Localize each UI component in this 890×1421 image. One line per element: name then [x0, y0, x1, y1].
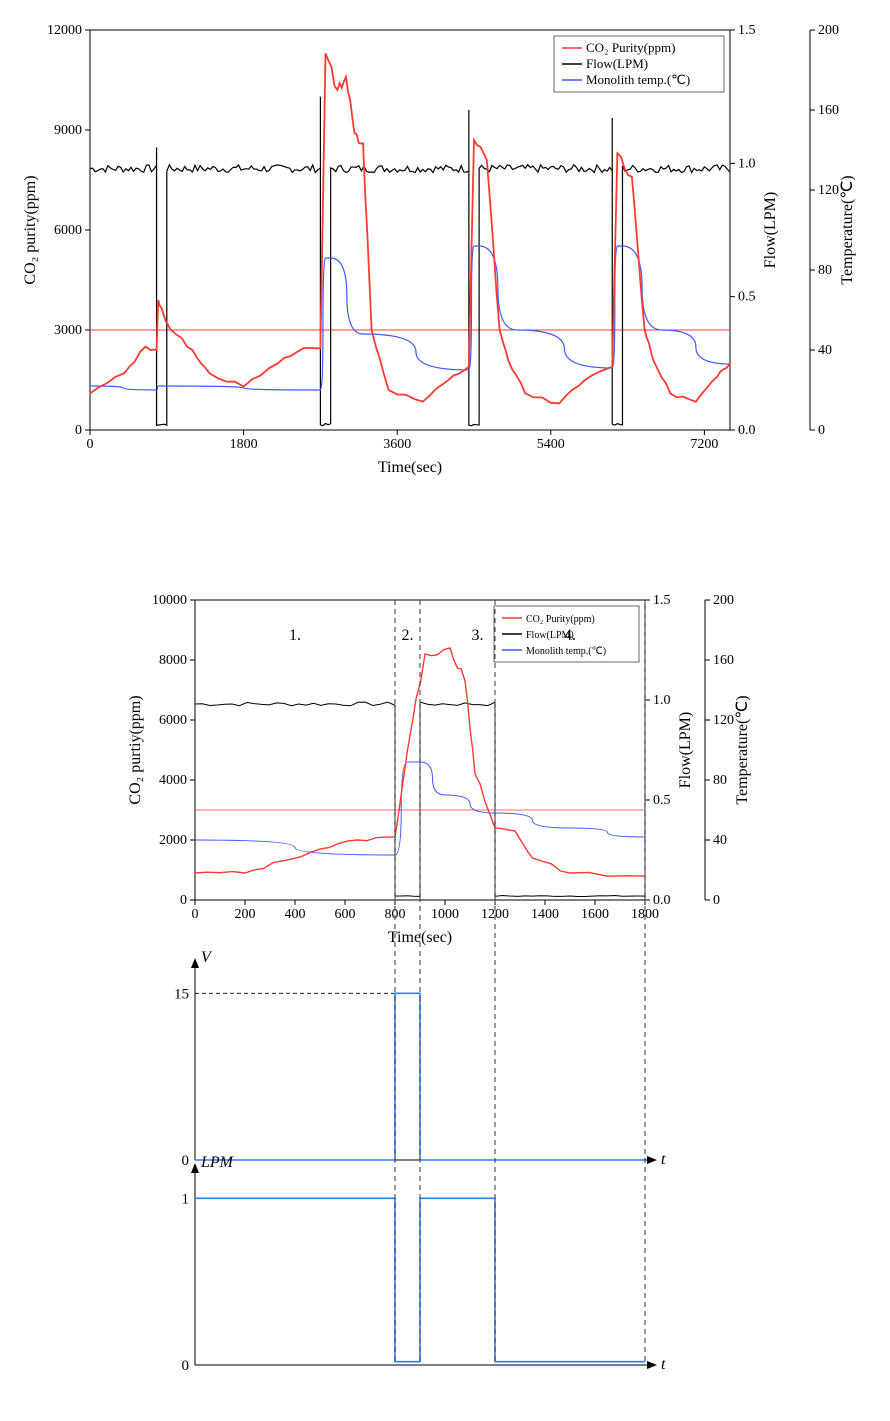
x-arrow-icon — [647, 1361, 657, 1369]
y-tick-label: 0 — [182, 1358, 190, 1374]
co2-series — [90, 53, 730, 403]
y-axis-label: LPM — [200, 1154, 235, 1171]
x-tick-label: 0 — [87, 437, 94, 452]
x-tick-label: 7200 — [690, 437, 718, 452]
x-tick-label: 1600 — [581, 907, 609, 922]
legend-label: CO₂ Purity(ppm) — [586, 40, 675, 55]
phase-label: 4. — [564, 627, 576, 644]
figure-canvas: 01800360054007200Time(sec)03000600090001… — [0, 0, 890, 1421]
legend-label: Monolith temp.(℃) — [586, 72, 690, 87]
y-arrow-icon — [191, 1163, 199, 1173]
yr1-tick-label: 1.5 — [653, 593, 671, 608]
x-tick-label: 1000 — [431, 907, 459, 922]
yl-tick-label: 3000 — [54, 323, 82, 338]
phase-label: 1. — [289, 627, 301, 644]
yr2-axis-label: Temperature(℃) — [839, 175, 856, 284]
yr1-tick-label: 1.0 — [738, 156, 756, 171]
yr2-tick-label: 160 — [713, 653, 734, 668]
x-tick-label: 1400 — [531, 907, 559, 922]
yr1-tick-label: 1.0 — [653, 693, 671, 708]
yr1-axis-label: Flow(LPM) — [677, 712, 694, 788]
yr1-tick-label: 0.0 — [653, 893, 671, 908]
flow-series — [90, 97, 730, 426]
y-tick-label: 0 — [182, 1153, 190, 1169]
yr2-tick-label: 0 — [713, 893, 720, 908]
yl-tick-label: 12000 — [47, 23, 82, 38]
y-arrow-icon — [191, 958, 199, 968]
yr2-tick-label: 160 — [818, 103, 839, 118]
yr2-tick-label: 40 — [713, 833, 727, 848]
yl-tick-label: 9000 — [54, 123, 82, 138]
yl-axis-label: CO₂ purity(ppm) — [22, 175, 39, 284]
yr1-tick-label: 0.0 — [738, 423, 756, 438]
yr2-tick-label: 0 — [818, 423, 825, 438]
yl-tick-label: 6000 — [159, 713, 187, 728]
yr1-tick-label: 1.5 — [738, 23, 756, 38]
y-tick-label: 15 — [174, 986, 189, 1002]
yl-tick-label: 0 — [180, 893, 187, 908]
x-tick-label: 200 — [235, 907, 256, 922]
x-tick-label: 3600 — [383, 437, 411, 452]
phase-label: 2. — [402, 627, 414, 644]
x-tick-label: 5400 — [537, 437, 565, 452]
legend-label: Flow(LPM) — [586, 56, 648, 71]
x-tick-label: 600 — [335, 907, 356, 922]
yr1-tick-label: 0.5 — [653, 793, 671, 808]
yr2-tick-label: 200 — [818, 23, 839, 38]
yl-tick-label: 2000 — [159, 833, 187, 848]
yl-tick-label: 10000 — [152, 593, 187, 608]
yl-tick-label: 6000 — [54, 223, 82, 238]
y-tick-label: 1 — [182, 1191, 190, 1207]
legend-label: CO₂ Purity(ppm) — [526, 614, 595, 625]
yr2-tick-label: 120 — [818, 183, 839, 198]
yl-tick-label: 0 — [75, 423, 82, 438]
x-tick-label: 0 — [192, 907, 199, 922]
y-axis-label: V — [201, 949, 213, 966]
x-axis-label: t — [661, 1356, 666, 1373]
phase-label: 3. — [472, 627, 484, 644]
yr2-tick-label: 80 — [818, 263, 832, 278]
yr2-tick-label: 80 — [713, 773, 727, 788]
x-tick-label: 400 — [285, 907, 306, 922]
temp-series — [90, 246, 730, 390]
x-arrow-icon — [647, 1156, 657, 1164]
x-axis-label: Time(sec) — [378, 459, 442, 476]
yr2-axis-label: Temperature(℃) — [734, 695, 751, 804]
legend-label: Monolith temp.(℃) — [526, 646, 606, 657]
yr1-tick-label: 0.5 — [738, 290, 756, 305]
x-tick-label: 1800 — [230, 437, 258, 452]
yl-axis-label: CO₂ purtiy(ppm) — [127, 695, 144, 804]
yl-tick-label: 8000 — [159, 653, 187, 668]
x-axis-label: t — [661, 1151, 666, 1168]
yr2-tick-label: 120 — [713, 713, 734, 728]
yr2-tick-label: 40 — [818, 343, 832, 358]
yl-tick-label: 4000 — [159, 773, 187, 788]
yr1-axis-label: Flow(LPM) — [762, 192, 779, 268]
yr2-tick-label: 200 — [713, 593, 734, 608]
